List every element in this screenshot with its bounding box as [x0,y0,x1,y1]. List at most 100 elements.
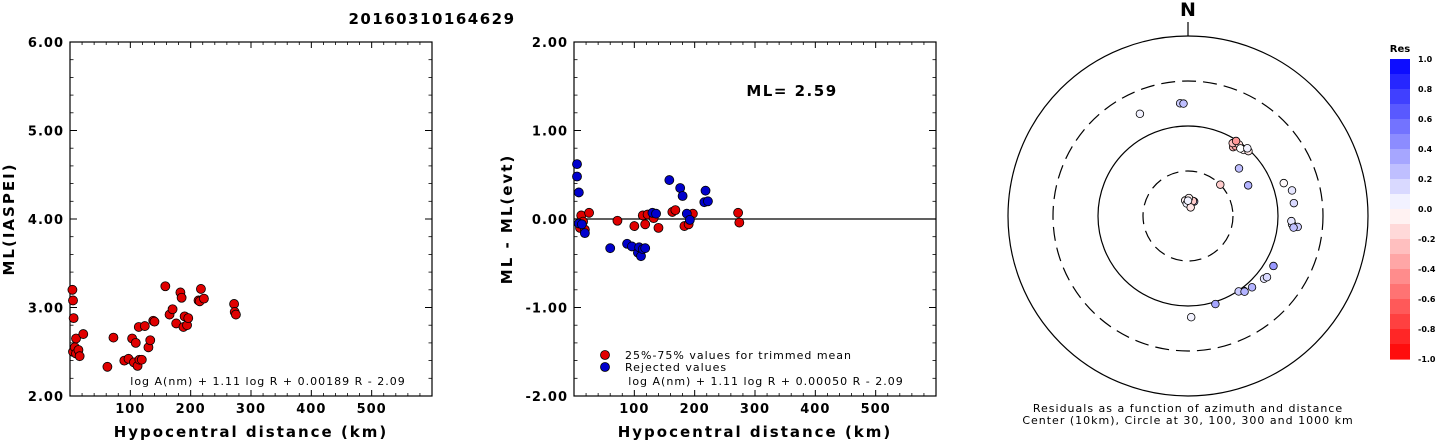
x-tick-label: 200 [680,402,710,417]
x-tick-label: 200 [176,402,206,417]
station-marker [1262,272,1272,282]
residual-colorbar: Res 1.0 0.8 0.6 0.4 0.2 0.0 -0.2 -0.4 -0.6 -0.8 -1… [1390,44,1436,364]
y-tick-label: 1.00 [532,125,568,140]
station-marker [1216,180,1225,189]
ml-panel-formula: log A(nm) + 1.11 log R + 0.00189 R - 2.0… [130,375,405,388]
ring-100km [1097,125,1279,307]
y-tick-label: 4.00 [28,213,64,228]
colorbar-segment [1390,164,1410,180]
data-point [145,335,156,346]
colorbar-segment [1390,134,1410,150]
data-point [653,222,664,233]
data-point [579,228,590,239]
x-tick-label: 300 [236,402,266,417]
station-marker [1289,223,1298,232]
y-tick-label: 0.00 [532,213,568,228]
colorbar-segment [1390,254,1410,270]
station-marker [1183,196,1193,205]
residual-legend: 25%-75% values for trimmed mean Rejected… [600,349,851,374]
polar-caption-line1: Residuals as a function of azimuth and d… [1033,402,1343,415]
data-point [629,221,640,231]
figure-title: 20160310164629 [348,10,515,28]
data-point [605,243,616,254]
station-marker [1240,287,1249,296]
station-marker [1179,99,1188,108]
y-tick-label: -1.00 [526,302,568,317]
colorbar-segment [1390,89,1410,105]
colorbar-segment [1390,299,1410,315]
colorbar-label: -0.8 [1418,325,1436,334]
station-marker [1234,164,1244,173]
colorbar-label: -0.4 [1418,265,1436,274]
y-tick-label: 2.00 [28,390,64,405]
ml-panel-ylabel: ML(IASPEI) [0,162,18,275]
ring-1000km [1007,35,1369,397]
x-tick-label: 500 [357,402,387,417]
legend-marker-trimmed [600,350,610,360]
data-point [684,214,695,225]
colorbar-segment [1390,209,1410,225]
data-point [71,333,81,344]
colorbar-segment [1390,224,1410,240]
data-point [664,175,675,185]
ring-300km [1052,80,1324,352]
data-point [196,284,206,294]
x-tick-label: 100 [115,402,145,417]
station-marker [1135,109,1145,119]
colorbar-label: 1.0 [1418,55,1433,64]
colorbar-segment [1390,104,1410,120]
data-point [149,316,160,327]
station-marker [1269,261,1278,271]
legend-label-rejected: Rejected values [625,361,727,374]
ml-panel-xlabel: Hypocentral distance (km) [114,423,389,441]
station-marker [1236,144,1245,153]
x-tick-label: 300 [740,402,770,417]
station-marker [1289,198,1299,208]
colorbar-label: 0.2 [1418,175,1432,184]
colorbar-segment [1390,329,1410,345]
x-tick-label: 400 [296,402,326,417]
y-tick-label: 2.00 [532,36,568,51]
station-marker [1287,186,1297,195]
colorbar-segment [1390,314,1410,330]
data-point [68,295,78,306]
colorbar-segment [1390,59,1410,75]
station-marker [1247,283,1257,292]
data-point [68,313,79,324]
colorbar-label: 0.6 [1418,115,1433,124]
data-point [573,187,584,198]
colorbar-segment [1390,269,1410,285]
residual-vs-distance-panel: ML - ML(evt) Hypocentral distance (km) M… [498,36,937,441]
station-marker [1243,144,1252,153]
data-point [74,351,85,362]
colorbar-title: Res [1390,44,1410,55]
data-point [677,191,688,201]
data-point [584,207,594,218]
ml-vs-distance-panel: ML(IASPEI) Hypocentral distance (km) log… [0,36,433,441]
colorbar-segment [1390,74,1410,90]
colorbar-label: -1.0 [1418,355,1436,364]
colorbar-label: 0.8 [1418,85,1433,94]
data-point [139,321,150,331]
data-point [576,219,587,230]
colorbar-segment [1390,344,1410,360]
data-point [640,219,651,230]
data-point [612,215,623,226]
station-marker [1243,181,1253,190]
data-point [183,313,194,324]
station-marker [1211,299,1220,309]
data-point [734,217,745,228]
residual-panel-formula: log A(nm) + 1.11 log R + 0.00050 R - 2.0… [628,375,903,388]
colorbar-segment [1390,119,1410,135]
polar-caption-line2: Center (10km), Circle at 30, 100, 300 an… [1022,414,1353,427]
data-point [640,243,651,254]
y-tick-label: 6.00 [28,36,64,51]
x-tick-label: 400 [800,402,830,417]
data-point [651,208,661,219]
legend-marker-rejected [600,362,610,372]
data-point [102,361,113,372]
colorbar-segment [1390,194,1410,210]
data-point [130,337,141,348]
station-marker [1186,312,1196,322]
data-point [176,292,187,303]
